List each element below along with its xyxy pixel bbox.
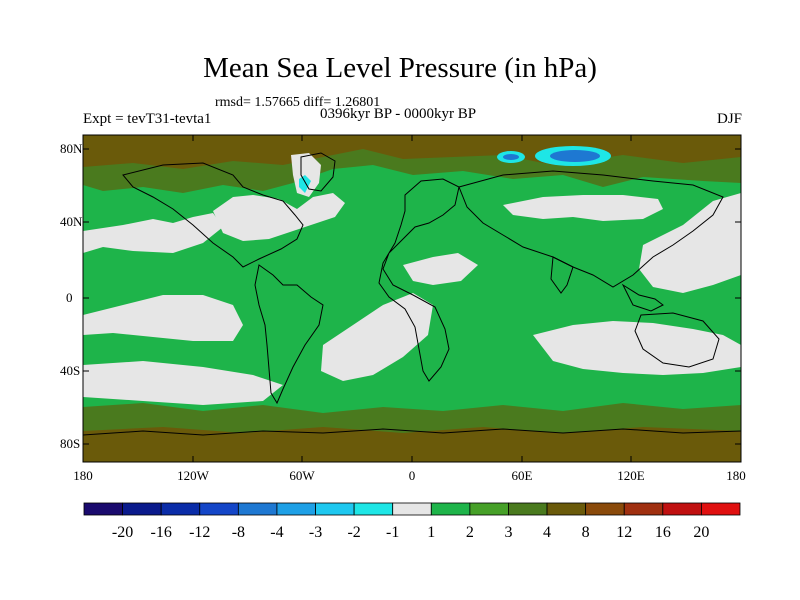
experiment-label: Expt = tevT31-tevta1	[83, 111, 212, 127]
lon-label-0: 0	[409, 468, 416, 480]
colorbar-box	[508, 502, 548, 516]
season-label: DJF	[716, 111, 742, 127]
lon-ticks	[82, 135, 742, 462]
colorbar-box	[662, 502, 702, 516]
colorbar-box	[237, 502, 278, 516]
colorbar-box	[585, 502, 625, 516]
colorbar-label: -16	[151, 524, 172, 541]
colorbar-label: -4	[270, 524, 283, 541]
indian-ocean-grey	[533, 321, 741, 375]
colorbar-label: 1	[427, 524, 435, 541]
colorbar-label: 4	[543, 524, 551, 541]
colorbar-label: 8	[582, 524, 590, 541]
colorbar-boxes	[83, 502, 741, 516]
colorbar-box	[701, 502, 741, 516]
barents-low-inner	[550, 150, 600, 162]
colorbar-label: -2	[347, 524, 360, 541]
lon-label-120w: 120W	[177, 468, 210, 480]
colorbar-box	[276, 502, 316, 516]
north-pacific-grey	[83, 213, 223, 253]
greenland-high	[291, 153, 321, 197]
colorbar-label: -1	[386, 524, 399, 541]
colorbar-box	[430, 502, 471, 516]
colorbar-label: -3	[309, 524, 322, 541]
lon-label-180e: 180	[726, 468, 746, 480]
colorbar-label: 3	[504, 524, 512, 541]
colorbar-label: 20	[693, 524, 709, 541]
lon-label-180w: 180	[73, 468, 93, 480]
colorbar-box	[122, 502, 162, 516]
lat-label-40s: 40S	[60, 363, 80, 378]
central-pacific-grey	[83, 295, 243, 341]
lat-label-0: 0	[66, 290, 73, 305]
chart-title: Mean Sea Level Pressure (in hPa)	[203, 52, 597, 84]
kara-low-inner	[503, 154, 519, 160]
eurasia-grey	[503, 195, 663, 221]
lat-label-40n: 40N	[60, 214, 83, 229]
africa-grey	[403, 253, 478, 285]
lat-ticks	[83, 148, 741, 445]
colorbar-box	[392, 502, 432, 516]
antarctic-strong-high	[83, 427, 741, 462]
colorbar-label: 2	[466, 524, 474, 541]
labrador-low	[299, 175, 311, 193]
colorbar-label: 12	[616, 524, 632, 541]
colorbar-box	[160, 502, 201, 516]
colorbar-box	[199, 502, 239, 516]
south-atlantic-grey	[321, 293, 433, 381]
colorbar-box	[315, 502, 355, 516]
south-pacific-grey	[83, 361, 283, 405]
lon-label-60e: 60E	[512, 468, 533, 480]
lat-label-80s: 80S	[60, 436, 80, 451]
rmsd-diff-stats: rmsd= 1.57665 diff= 1.26801	[215, 95, 381, 110]
colorbar-box	[623, 502, 664, 516]
colorbar-labels: -20 -16 -12 -8 -4 -3 -2 -1 1 2 3 4 8 12 16 20	[112, 524, 709, 541]
colorbar-box	[83, 502, 123, 516]
colorbar-box	[469, 502, 509, 516]
period-label: 0396kyr BP - 0000kyr BP	[320, 106, 477, 122]
colorbar-box	[353, 502, 394, 516]
lon-label-60w: 60W	[289, 468, 315, 480]
colorbar-label: 16	[655, 524, 671, 541]
lon-label-120e: 120E	[617, 468, 645, 480]
colorbar: -20 -16 -12 -8 -4 -3 -2 -1 1 2 3 4 8 12 16 20	[83, 502, 741, 541]
colorbar-box	[546, 502, 587, 516]
lat-label-80n: 80N	[60, 141, 83, 156]
west-pacific-grey	[639, 193, 741, 293]
colorbar-label: -8	[232, 524, 245, 541]
coastlines	[82, 152, 742, 436]
north-america-grey	[213, 193, 345, 241]
colorbar-label: -12	[189, 524, 210, 541]
colorbar-label: -20	[112, 524, 133, 541]
pressure-anomaly-map: 80N 40N 0 40S 80S 180 120W 60W 0 60E 120…	[60, 134, 746, 480]
